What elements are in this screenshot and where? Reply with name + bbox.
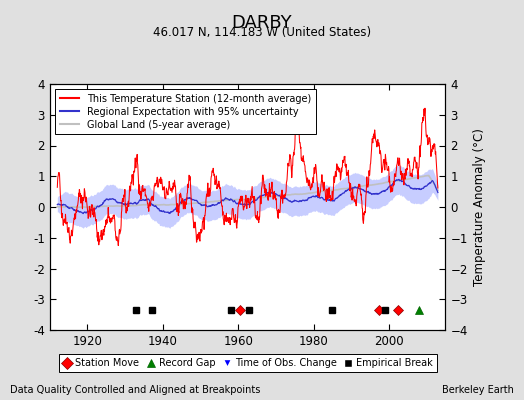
Text: 46.017 N, 114.183 W (United States): 46.017 N, 114.183 W (United States) <box>153 26 371 39</box>
Text: Berkeley Earth: Berkeley Earth <box>442 385 514 395</box>
Text: DARBY: DARBY <box>232 14 292 32</box>
Y-axis label: Temperature Anomaly (°C): Temperature Anomaly (°C) <box>473 128 486 286</box>
Legend: This Temperature Station (12-month average), Regional Expectation with 95% uncer: This Temperature Station (12-month avera… <box>54 89 316 134</box>
Text: Data Quality Controlled and Aligned at Breakpoints: Data Quality Controlled and Aligned at B… <box>10 385 261 395</box>
Legend: Station Move, Record Gap, Time of Obs. Change, Empirical Break: Station Move, Record Gap, Time of Obs. C… <box>59 354 436 372</box>
